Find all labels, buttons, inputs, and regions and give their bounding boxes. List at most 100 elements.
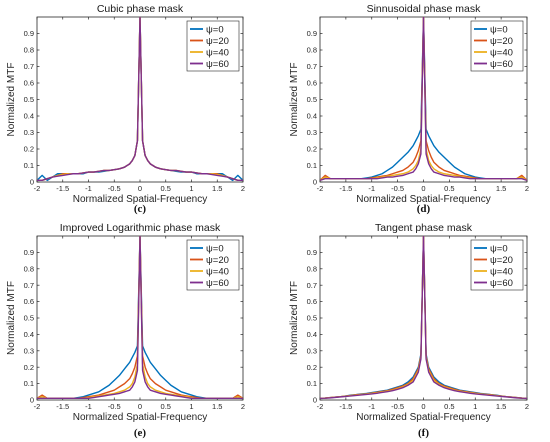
x-tick-label: -1: [85, 402, 92, 411]
panel-label: (c): [134, 203, 147, 215]
chart-title: Tangent phase mask: [375, 222, 473, 234]
y-tick-label: 0.3: [24, 346, 34, 355]
x-tick-label: -1.5: [56, 184, 69, 193]
legend-entry: ψ=0: [206, 24, 224, 35]
chart-title: Improved Logarithmic phase mask: [60, 222, 221, 234]
chart-panel-4: Tangent phase mask -2 -1.5 -1 -0.5 0 0.5 1 1.5 2 0…: [289, 222, 529, 439]
x-tick-label: 0.5: [444, 184, 454, 193]
legend-entry: ψ=0: [490, 243, 508, 254]
x-tick-label: -2: [34, 402, 41, 411]
panel-label: (e): [134, 427, 147, 439]
series-group: [37, 17, 243, 182]
x-axis-label: Normalized Spatial-Frequency: [356, 194, 491, 205]
x-tick-label: 1.5: [212, 184, 222, 193]
legend: ψ=0ψ=20ψ=40ψ=60: [470, 20, 524, 72]
legend-entry: ψ=40: [490, 266, 513, 277]
series-group: [320, 236, 527, 400]
legend: ψ=0ψ=20ψ=40ψ=60: [186, 20, 240, 72]
y-tick-label: 0.4: [307, 330, 317, 339]
y-tick-label: 0.5: [307, 314, 317, 323]
y-tick-label: 0.4: [24, 330, 34, 339]
x-tick-label: -1: [85, 184, 92, 193]
y-tick-label: 0.4: [24, 112, 34, 121]
legend-entry: ψ=20: [490, 255, 513, 266]
chart-panel-3: Improved Logarithmic phase mask -2 -1.5 -1 -…: [6, 222, 245, 439]
x-tick-label: -1: [368, 402, 375, 411]
y-tick-label: 0: [30, 396, 34, 405]
x-tick-label: 1: [189, 402, 193, 411]
legend-entry: ψ=0: [490, 24, 508, 35]
chart-title: Sinnusoidal phase mask: [367, 3, 482, 15]
x-tick-label: 1.5: [496, 184, 506, 193]
x-axis-label: Normalized Spatial-Frequency: [73, 412, 208, 423]
x-tick-label: -1: [368, 184, 375, 193]
y-tick-label: 0.1: [24, 379, 34, 388]
y-axis-label: Normalized MTF: [289, 281, 300, 355]
series-line: [37, 17, 243, 182]
y-tick-label: 0.5: [24, 314, 34, 323]
legend-entry: ψ=40: [206, 266, 229, 277]
y-tick-label: 0.7: [307, 281, 317, 290]
x-tick-label: -0.5: [108, 402, 121, 411]
panel-label: (f): [418, 427, 429, 439]
x-tick-label: 0: [138, 402, 142, 411]
y-tick-label: 0.9: [24, 248, 34, 257]
legend: ψ=0ψ=20ψ=40ψ=60: [186, 239, 240, 291]
x-tick-label: 2: [241, 184, 245, 193]
panel-label: (d): [417, 203, 431, 215]
x-tick-label: -1.5: [56, 402, 69, 411]
x-tick-label: -2: [34, 184, 41, 193]
x-tick-label: 2: [525, 402, 529, 411]
y-tick-label: 0.2: [24, 363, 34, 372]
series-line: [320, 17, 527, 182]
x-axis-label: Normalized Spatial-Frequency: [356, 412, 491, 423]
legend-entry: ψ=20: [206, 36, 229, 47]
legend-entry: ψ=60: [490, 59, 513, 70]
x-tick-label: 1.5: [212, 402, 222, 411]
y-tick-label: 0.3: [307, 128, 317, 137]
legend-entry: ψ=0: [206, 243, 224, 254]
y-tick-label: 0.9: [307, 29, 317, 38]
x-tick-label: 0.5: [161, 402, 171, 411]
chart-title: Cubic phase mask: [97, 3, 184, 15]
x-tick-label: 0.5: [161, 184, 171, 193]
x-tick-label: -0.5: [391, 402, 404, 411]
x-tick-label: 1: [189, 184, 193, 193]
y-tick-label: 0.7: [24, 62, 34, 71]
legend-entry: ψ=60: [206, 59, 229, 70]
y-tick-label: 0.2: [307, 363, 317, 372]
x-tick-label: 1.5: [496, 402, 506, 411]
y-tick-label: 0.5: [24, 95, 34, 104]
y-tick-label: 0.8: [24, 46, 34, 55]
x-tick-label: 2: [525, 184, 529, 193]
legend-entry: ψ=40: [206, 47, 229, 58]
x-axis-label: Normalized Spatial-Frequency: [73, 194, 208, 205]
x-tick-label: 2: [241, 402, 245, 411]
y-tick-label: 0.1: [24, 161, 34, 170]
y-tick-label: 0.6: [24, 297, 34, 306]
y-tick-label: 0.2: [24, 145, 34, 154]
series-group: [320, 17, 527, 182]
y-tick-label: 0.6: [307, 79, 317, 88]
y-tick-label: 0.6: [24, 79, 34, 88]
legend-entry: ψ=20: [206, 255, 229, 266]
x-tick-label: 0.5: [444, 402, 454, 411]
y-tick-label: 0.7: [24, 281, 34, 290]
x-tick-label: 1: [473, 184, 477, 193]
y-tick-label: 0.8: [307, 264, 317, 273]
legend-entry: ψ=20: [490, 36, 513, 47]
legend: ψ=0ψ=20ψ=40ψ=60: [470, 239, 524, 291]
y-tick-label: 0.4: [307, 112, 317, 121]
series-line: [320, 236, 527, 400]
x-tick-label: -2: [317, 184, 324, 193]
y-tick-label: 0.8: [24, 264, 34, 273]
y-axis-label: Normalized MTF: [289, 63, 300, 137]
x-tick-label: -1.5: [339, 402, 352, 411]
x-tick-label: -1.5: [339, 184, 352, 193]
y-tick-label: 0.7: [307, 62, 317, 71]
x-tick-label: 0: [421, 184, 425, 193]
y-tick-label: 0: [313, 396, 317, 405]
x-tick-label: -0.5: [108, 184, 121, 193]
y-tick-label: 0.3: [24, 128, 34, 137]
